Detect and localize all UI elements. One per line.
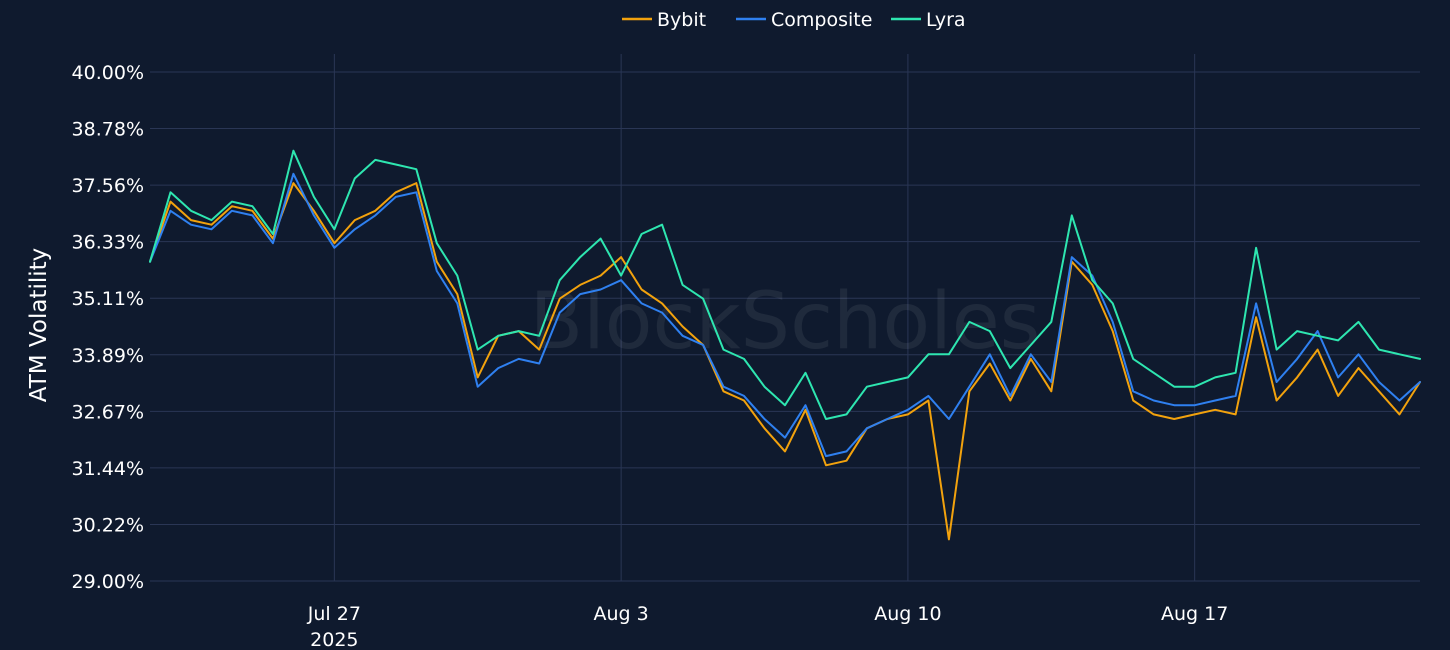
series-line-composite [149,172,1421,458]
y-tick-label: 30.22% [72,514,144,536]
y-axis-ticks: 29.00% 30.22% 31.44% 32.67% 33.89% 35.11% 36.3… [72,62,144,593]
series-layer [149,149,1421,541]
series-line-lyra [149,149,1421,420]
legend[interactable]: Bybit Composite Lyra [622,9,966,31]
y-tick-label: 40.00% [72,62,144,84]
grid-layer [150,54,1420,582]
legend-item-composite[interactable]: Composite [736,9,872,31]
x-tick-label: Aug 3 [594,603,649,625]
x-tick-label: Jul 27 [307,603,361,625]
y-tick-label: 33.89% [72,345,144,367]
y-tick-label: 37.56% [72,175,144,197]
legend-label: Bybit [657,9,706,31]
y-tick-label: 32.67% [72,401,144,423]
x-axis-ticks: Jul 27 2025 Aug 3 Aug 10 Aug 17 [307,603,1229,650]
x-tick-label: Aug 17 [1161,603,1228,625]
y-axis-title: ATM Volatility [26,248,52,402]
y-tick-label: 35.11% [72,288,144,310]
x-tick-label: Aug 10 [874,603,941,625]
legend-label: Lyra [926,9,966,31]
x-tick-year-label: 2025 [310,629,358,650]
y-tick-label: 36.33% [72,232,144,254]
legend-label: Composite [771,9,872,31]
y-tick-label: 29.00% [72,571,144,593]
legend-item-lyra[interactable]: Lyra [891,9,966,31]
legend-item-bybit[interactable]: Bybit [622,9,706,31]
watermark-logo-text: BlockScholes [530,277,1041,367]
y-tick-label: 31.44% [72,458,144,480]
series-line-bybit [149,182,1421,541]
y-tick-label: 38.78% [72,119,144,141]
